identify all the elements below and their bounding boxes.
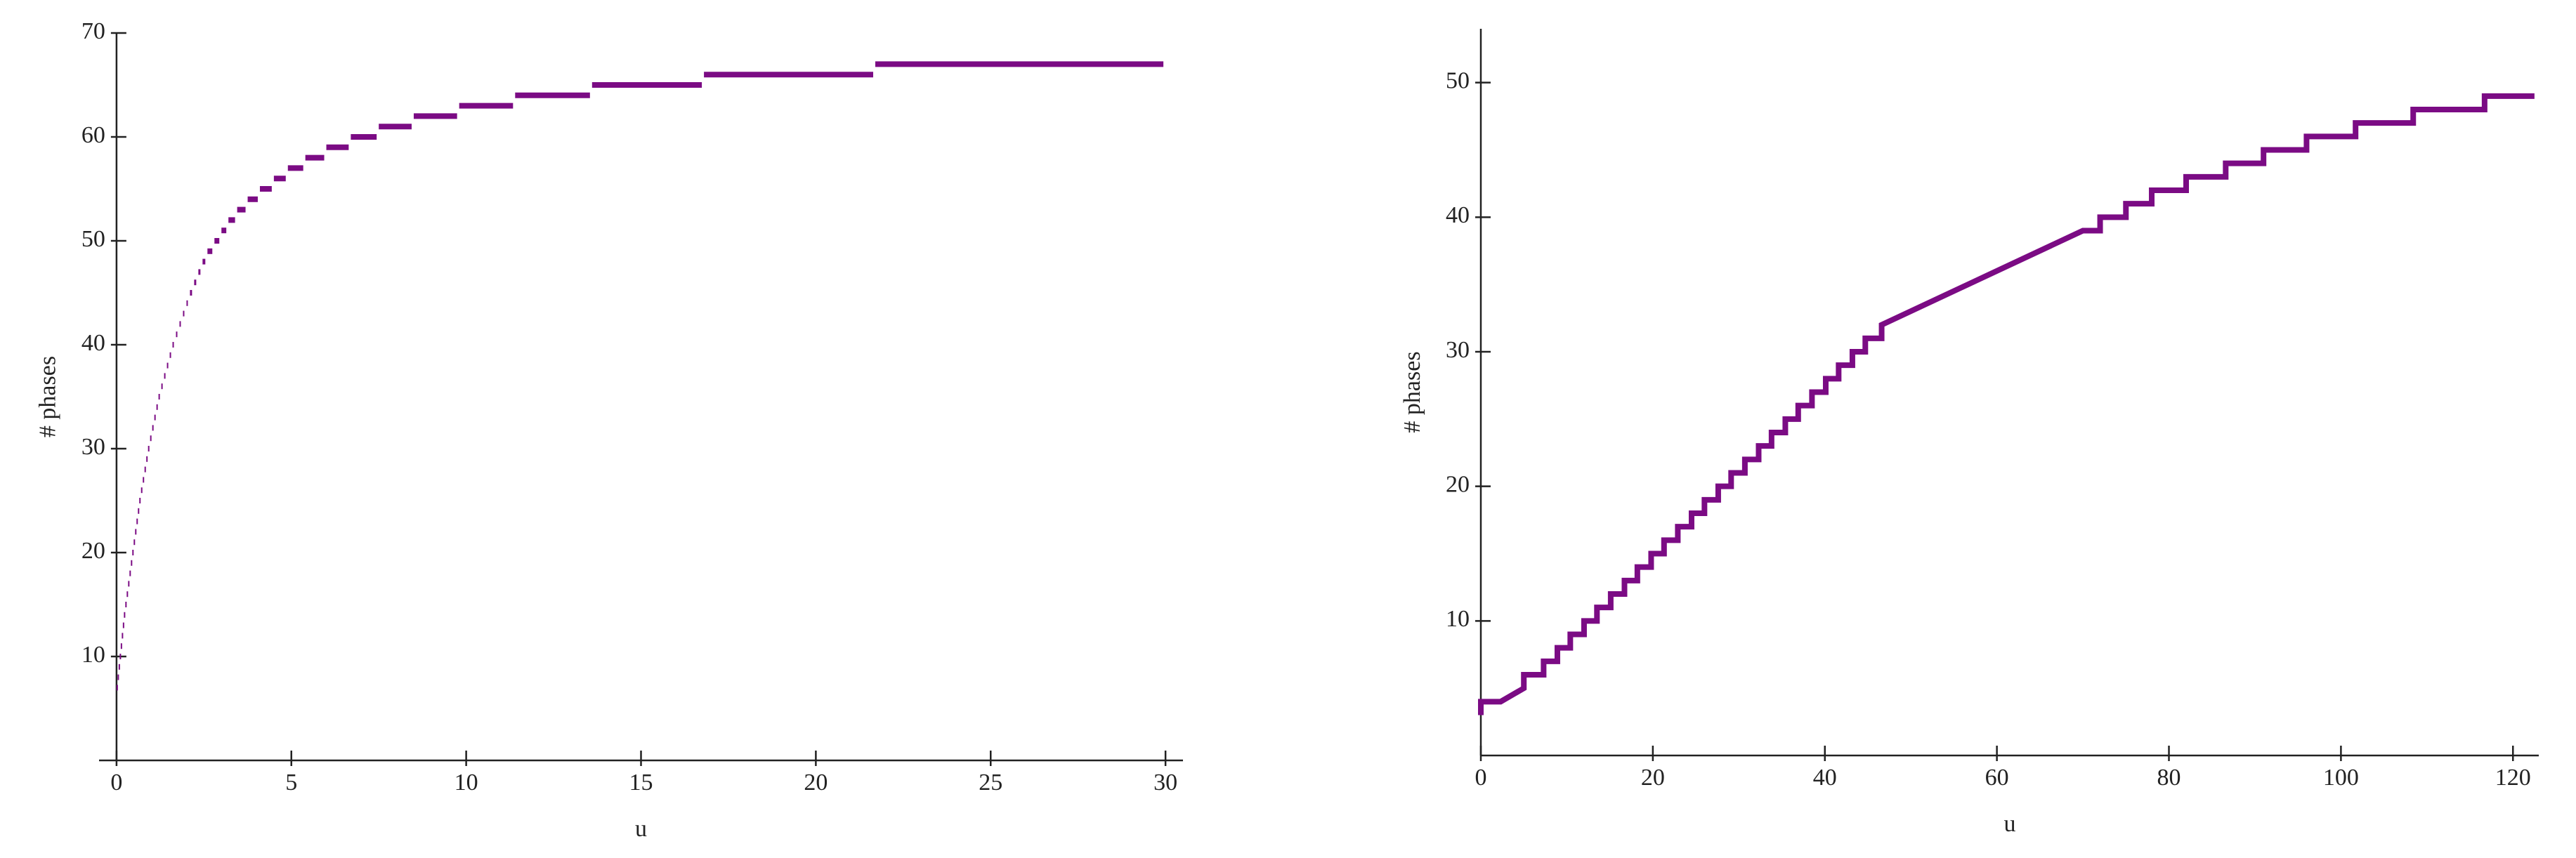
x-tick-label: 40 (1813, 765, 1837, 791)
x-tick-label: 15 (629, 770, 653, 796)
x-tick-label: 0 (110, 770, 122, 796)
y-tick-label: 30 (81, 434, 105, 460)
x-tick-label: 5 (285, 770, 297, 796)
y-axis-label: # phases (1399, 351, 1425, 433)
y-tick-label: 10 (81, 642, 105, 668)
x-axis-label: u (635, 816, 647, 842)
line (1478, 93, 2535, 715)
y-tick-label: 20 (81, 538, 105, 564)
x-tick-label: 60 (1985, 765, 2009, 791)
x-tick-label: 0 (1475, 765, 1487, 791)
y-tick-label: 40 (1446, 202, 1470, 228)
x-tick-label: 30 (1153, 770, 1177, 796)
x-axis-label: u (2004, 811, 2016, 837)
x-tick-label: 20 (804, 770, 828, 796)
y-tick-label: 50 (1446, 67, 1470, 93)
x-tick-label: 100 (2323, 765, 2359, 791)
y-axis-label: # phases (35, 356, 61, 437)
y-tick-label: 10 (1446, 606, 1470, 632)
y-tick-label: 50 (81, 226, 105, 252)
y-tick-label: 30 (1446, 337, 1470, 363)
x-tick-label: 10 (455, 770, 478, 796)
y-tick-label: 40 (81, 330, 105, 356)
y-tick-label: 60 (81, 122, 105, 148)
x-tick-label: 80 (2157, 765, 2181, 791)
y-tick-label: 20 (1446, 471, 1470, 497)
y-tick-label: 70 (81, 18, 105, 44)
x-tick-label: 25 (979, 770, 1002, 796)
x-tick-label: 120 (2495, 765, 2531, 791)
x-tick-label: 20 (1641, 765, 1665, 791)
